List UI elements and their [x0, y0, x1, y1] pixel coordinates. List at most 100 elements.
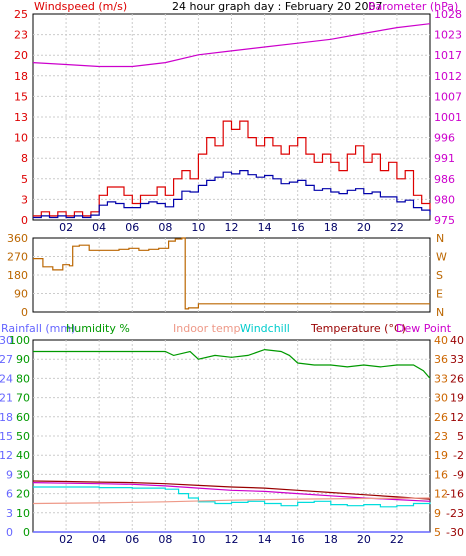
x-tick-label: 16 — [291, 533, 305, 546]
legend-rainfall: Rainfall (mm) — [1, 322, 75, 335]
x-tick-label: 06 — [125, 533, 139, 546]
compass-tick-label: W — [436, 251, 447, 264]
windchill-tick-label: 40 — [450, 334, 464, 347]
temperature-tick-label: 16 — [434, 468, 448, 481]
y-left-tick-label: 20 — [14, 49, 28, 62]
barometer-tick-label: 1001 — [434, 111, 462, 124]
rainfall-tick-label: 12 — [0, 449, 13, 462]
chart-title: 24 hour graph day : February 20 2007 — [172, 0, 383, 13]
y-left-tick-label: 10 — [14, 132, 28, 145]
temperature-tick-label: 23 — [434, 430, 448, 443]
legend-indoor-temp: Indoor temp — [173, 322, 240, 335]
temperature-tick-label: 26 — [434, 411, 448, 424]
windchill-tick-label: -16 — [446, 488, 464, 501]
y-left-tick-label: 18 — [14, 70, 28, 83]
temperature-tick-label: 19 — [434, 449, 448, 462]
barometer-tick-label: 1017 — [434, 49, 462, 62]
y-left-tick-label: 3 — [21, 193, 28, 206]
rainfall-tick-label: 21 — [0, 392, 13, 405]
series-line-temperature — [32, 480, 431, 500]
rainfall-tick-label: 6 — [6, 488, 13, 501]
temperature-tick-label: 5 — [434, 526, 441, 539]
windchill-tick-label: -30 — [446, 526, 464, 539]
series-layer — [32, 23, 431, 533]
x-tick-label: 22 — [390, 221, 404, 234]
tick-labels: 02 04 06 08 10 12 14 16 18 20 22035810131518202325… — [0, 8, 464, 546]
barometer-tick-label: 996 — [434, 132, 455, 145]
y-left-tick-label: 8 — [21, 152, 28, 165]
y-left-tick-label: 90 — [14, 288, 28, 301]
x-tick-label: 12 — [225, 533, 239, 546]
humidity-tick-label: 50 — [16, 430, 30, 443]
legend-dew-point: Dew Point — [396, 322, 452, 335]
windchill-tick-label: -23 — [446, 507, 464, 520]
x-tick-label: 02 — [59, 533, 73, 546]
humidity-tick-label: 0 — [23, 526, 30, 539]
windchill-tick-label: 5 — [457, 430, 464, 443]
humidity-tick-label: 20 — [16, 488, 30, 501]
windchill-tick-label: 33 — [450, 353, 464, 366]
x-tick-label: 08 — [158, 221, 172, 234]
series-line-indoor — [32, 497, 431, 505]
compass-tick-label: N — [436, 232, 444, 245]
y-left-tick-label: 5 — [21, 173, 28, 186]
x-tick-label: 20 — [357, 533, 371, 546]
windchill-tick-label: -9 — [453, 468, 464, 481]
barometer-tick-label: 986 — [434, 173, 455, 186]
humidity-tick-label: 10 — [16, 507, 30, 520]
y-left-tick-label: 360 — [7, 232, 28, 245]
barometer-tick-label: 1007 — [434, 90, 462, 103]
x-tick-label: 10 — [191, 221, 205, 234]
temperature-tick-label: 12 — [434, 488, 448, 501]
x-tick-label: 18 — [324, 533, 338, 546]
y-left-tick-label: 25 — [14, 8, 28, 21]
windspeed-axis-label: Windspeed (m/s) — [34, 0, 127, 13]
series-line-gust — [33, 120, 431, 217]
humidity-tick-label: 40 — [16, 449, 30, 462]
rainfall-tick-label: 0 — [6, 526, 13, 539]
barometer-tick-label: 975 — [434, 214, 455, 227]
x-tick-label: 18 — [324, 221, 338, 234]
temperature-tick-label: 9 — [434, 507, 441, 520]
barometer-axis-label: Barometer (hPa) — [368, 0, 458, 13]
windchill-tick-label: 26 — [450, 372, 464, 385]
series-line-windchill — [33, 486, 431, 508]
windchill-tick-label: 12 — [450, 411, 464, 424]
y-left-tick-label: 270 — [7, 251, 28, 264]
series-line-average — [33, 170, 431, 219]
barometer-tick-label: 1023 — [434, 29, 462, 42]
temperature-tick-label: 30 — [434, 392, 448, 405]
humidity-tick-label: 70 — [16, 392, 30, 405]
x-tick-label: 06 — [125, 221, 139, 234]
legend-windchill: Windchill — [240, 322, 290, 335]
y-left-tick-label: 180 — [7, 269, 28, 282]
wind-panel-frame — [32, 13, 431, 221]
barometer-tick-label: 1028 — [434, 8, 462, 21]
x-tick-label: 04 — [92, 221, 106, 234]
series-line-humidity — [33, 348, 431, 379]
x-tick-label: 22 — [390, 533, 404, 546]
x-tick-label: 02 — [59, 221, 73, 234]
y-left-tick-label: 0 — [21, 214, 28, 227]
x-tick-label: 20 — [357, 221, 371, 234]
humidity-tick-label: 80 — [16, 372, 30, 385]
humidity-tick-label: 100 — [9, 334, 30, 347]
windchill-tick-label: -2 — [453, 449, 464, 462]
rainfall-tick-label: 24 — [0, 372, 13, 385]
humidity-tick-label: 30 — [16, 468, 30, 481]
x-tick-label: 14 — [258, 533, 272, 546]
legend-humidity: Humidity % — [66, 322, 130, 335]
rainfall-tick-label: 27 — [0, 353, 13, 366]
rainfall-tick-label: 15 — [0, 430, 13, 443]
temperature-tick-label: 36 — [434, 353, 448, 366]
x-tick-label: 08 — [158, 533, 172, 546]
rainfall-tick-label: 18 — [0, 411, 13, 424]
humidity-tick-label: 90 — [16, 353, 30, 366]
x-tick-label: 16 — [291, 221, 305, 234]
x-tick-label: 14 — [258, 221, 272, 234]
x-tick-label: 04 — [92, 533, 106, 546]
y-left-tick-label: 0 — [21, 306, 28, 319]
x-tick-label: 12 — [225, 221, 239, 234]
series-line-direction — [33, 237, 430, 310]
temperature-tick-label: 40 — [434, 334, 448, 347]
